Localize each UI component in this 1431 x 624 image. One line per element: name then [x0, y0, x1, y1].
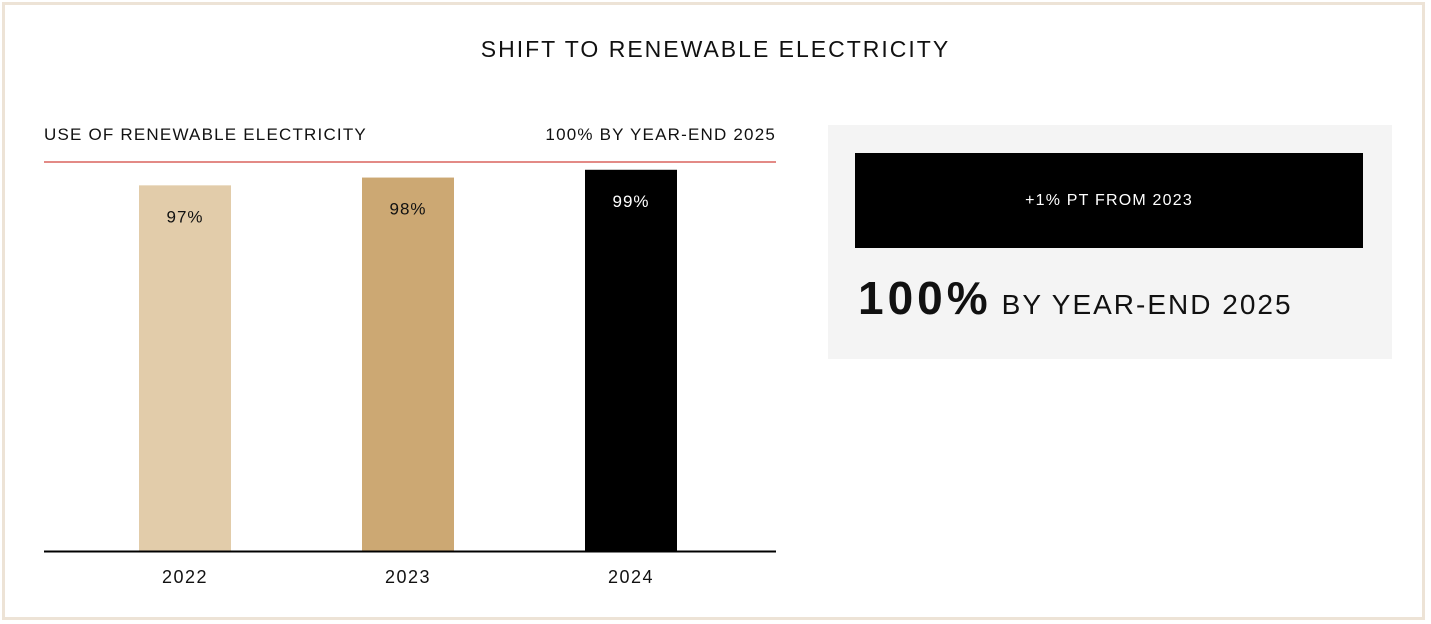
target-statement: 100% BY YEAR-END 2025 [858, 271, 1293, 325]
x-tick-label: 2024 [608, 567, 654, 587]
bar-2022 [139, 185, 231, 551]
target-panel: +1% PT FROM 2023 100% BY YEAR-END 2025 [828, 125, 1392, 359]
bar-value-label: 99% [612, 192, 649, 211]
target-value: 100% [858, 272, 992, 324]
figure-title: SHIFT TO RENEWABLE ELECTRICITY [480, 36, 951, 62]
bar-value-label: 97% [166, 207, 203, 226]
chart-title: USE OF RENEWABLE ELECTRICITY [44, 125, 367, 144]
target-label: 100% BY YEAR-END 2025 [545, 125, 776, 144]
change-badge: +1% PT FROM 2023 [855, 153, 1363, 248]
x-tick-label: 2022 [162, 567, 208, 587]
x-tick-label: 2023 [385, 567, 431, 587]
bar-2024 [585, 169, 677, 551]
target-suffix: BY YEAR-END 2025 [1001, 289, 1293, 320]
bar-chart: 97% 2022 98% 2023 99% 2024 [44, 161, 776, 587]
bar-2023 [362, 177, 454, 551]
bar-value-label: 98% [389, 200, 426, 219]
